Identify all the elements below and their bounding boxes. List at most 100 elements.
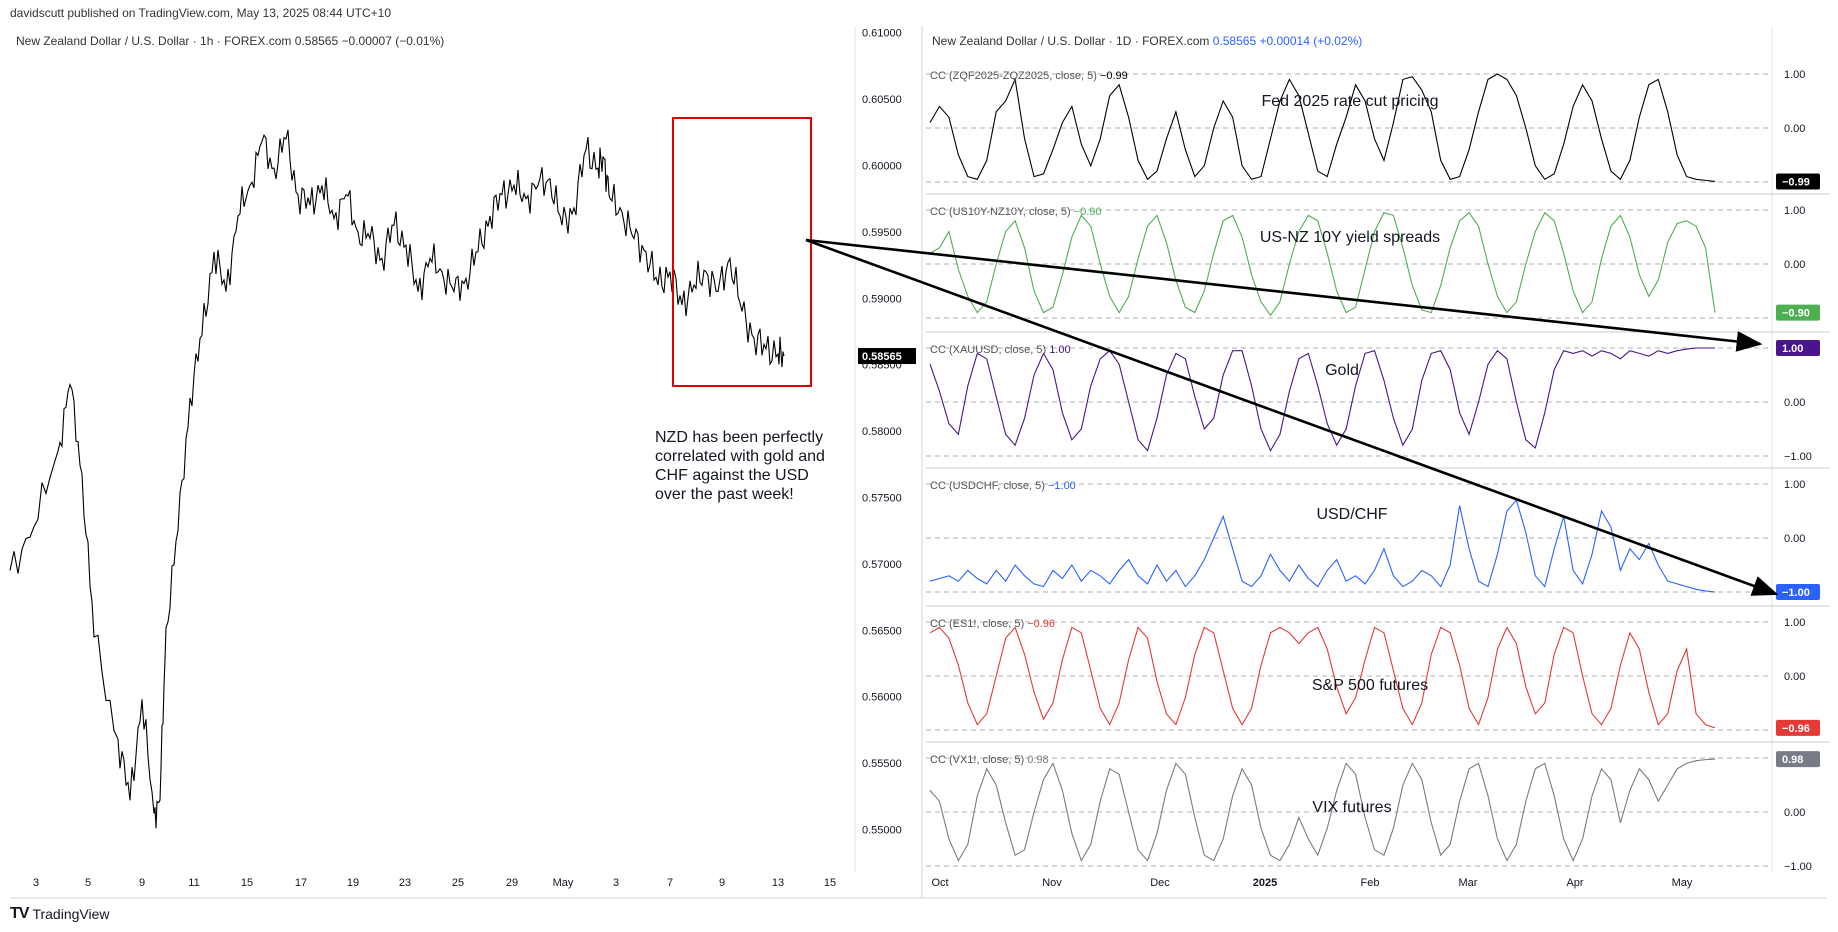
- panel-last-badge: [1776, 304, 1820, 321]
- left-y-tick-label: 0.60000: [862, 160, 902, 172]
- left-x-tick-label: 11: [188, 877, 199, 889]
- annotation-text: NZD has been perfectly correlated with g…: [655, 428, 835, 504]
- panel-indicator-title: CC (USDCHF, close, 5) −1.00: [930, 480, 1076, 492]
- left-y-tick-label: 0.61000: [862, 28, 902, 40]
- left-x-tick-label: 17: [295, 877, 307, 889]
- left-y-tick-label: 0.56000: [862, 692, 902, 704]
- publisher-line: davidscutt published on TradingView.com,…: [10, 6, 392, 20]
- left-x-tick-label: 9: [139, 877, 145, 889]
- panel-annotation-label: VIX futures: [1312, 799, 1391, 816]
- panel-indicator-title: CC (XAUUSD, close, 5) 1.00: [930, 344, 1071, 356]
- panel-indicator-value: −0.99: [1100, 70, 1128, 82]
- correlation-line: [929, 758, 1716, 862]
- correlation-line: [929, 626, 1716, 729]
- panel-indicator-title: CC (US10Y-NZ10Y, close, 5) −0.90: [930, 206, 1102, 218]
- panel-y-tick-label: 1.00: [1784, 617, 1805, 629]
- panel-indicator-title: CC (ZQF2025-ZQZ2025, close, 5) −0.99: [930, 70, 1128, 82]
- left-chart-title: New Zealand Dollar / U.S. Dollar · 1h · …: [16, 34, 444, 48]
- panel-indicator-value: 0.98: [1027, 754, 1048, 766]
- panel-last-badge: [1776, 751, 1820, 768]
- right-x-tick-label: Apr: [1566, 877, 1583, 889]
- left-symbol-title: New Zealand Dollar / U.S. Dollar · 1h · …: [16, 34, 292, 48]
- panel-last-badge: [1776, 719, 1820, 736]
- right-symbol-title: New Zealand Dollar / U.S. Dollar · 1D · …: [932, 34, 1210, 48]
- correlation-line: [929, 73, 1716, 183]
- annotation-line: correlated with gold and: [655, 448, 825, 465]
- panel-indicator-title: CC (VX1!, close, 5) 0.98: [930, 754, 1049, 766]
- arrow-to-gold: [805, 238, 1763, 352]
- left-y-tick-label: 0.57500: [862, 492, 902, 504]
- last-price-badge: [858, 348, 916, 365]
- annotation-line: over the past week!: [655, 486, 794, 503]
- panel-y-tick-label: 0.00: [1784, 259, 1805, 271]
- panel-y-tick-label: 1.00: [1784, 479, 1805, 491]
- left-y-tick-label: 0.56500: [862, 625, 902, 637]
- correlation-line: [929, 347, 1715, 452]
- panel-last-badge-label: −1.00: [1782, 587, 1810, 599]
- left-y-tick-label: 0.55500: [862, 758, 902, 770]
- right-last-price: 0.58565: [1212, 34, 1257, 48]
- left-x-tick-label: 5: [85, 877, 91, 889]
- right-x-tick-label: Nov: [1042, 877, 1062, 889]
- panel-y-tick-label: 1.00: [1784, 205, 1805, 217]
- left-x-tick-label: May: [553, 877, 574, 889]
- left-x-tick-label: 25: [452, 877, 464, 889]
- panel-last-badge: [1776, 173, 1820, 190]
- panel-annotation-label: US-NZ 10Y yield spreads: [1260, 229, 1440, 246]
- right-x-tick-label: May: [1672, 877, 1693, 889]
- brand-name: TradingView: [32, 906, 110, 922]
- panel-indicator-value: 1.00: [1049, 344, 1070, 356]
- panel-y-tick-label: −1.00: [1784, 861, 1812, 873]
- right-x-tick-label: 2025: [1253, 877, 1277, 889]
- right-x-tick-label: Feb: [1361, 877, 1380, 889]
- left-last-price: 0.58565: [294, 34, 339, 48]
- panel-indicator-value: −0.90: [1074, 206, 1102, 218]
- tradingview-logo-icon: TV: [10, 905, 29, 922]
- panel-indicator-title: CC (ES1!, close, 5) −0.96: [930, 618, 1055, 630]
- annotation-line: CHF against the USD: [655, 467, 809, 484]
- panel-last-badge: [1776, 584, 1820, 600]
- panel-last-badge-label: 0.98: [1782, 754, 1803, 766]
- arrow-to-usdchf: [805, 238, 1779, 596]
- left-y-tick-label: 0.59000: [862, 293, 902, 305]
- panel-indicator-value: −1.00: [1048, 480, 1076, 492]
- correlation-line: [929, 211, 1716, 317]
- left-x-tick-label: 15: [824, 877, 836, 889]
- left-x-tick-label: 15: [241, 877, 253, 889]
- panel-last-badge-label: −0.90: [1782, 308, 1810, 320]
- panel-y-tick-label: −1.00: [1784, 451, 1812, 463]
- left-x-tick-label: 9: [719, 877, 725, 889]
- nzdusd-1h-line: [9, 129, 785, 829]
- panel-last-badge-label: −0.96: [1782, 723, 1810, 735]
- right-x-tick-label: Dec: [1150, 877, 1170, 889]
- left-x-tick-label: 13: [772, 877, 784, 889]
- panel-last-badge: [1776, 340, 1820, 356]
- panel-indicator-value: −0.96: [1027, 618, 1055, 630]
- panel-annotation-label: Fed 2025 rate cut pricing: [1262, 93, 1439, 110]
- panel-y-tick-label: 0.00: [1784, 807, 1805, 819]
- annotation-line: NZD has been perfectly: [655, 429, 824, 446]
- right-x-tick-label: Oct: [931, 877, 948, 889]
- left-y-tick-label: 0.58000: [862, 426, 902, 438]
- panel-last-badge-label: 1.00: [1782, 343, 1803, 355]
- panel-y-tick-label: 0.00: [1784, 397, 1805, 409]
- panel-y-tick-label: 0.00: [1784, 533, 1805, 545]
- left-y-tick-label: 0.55000: [862, 825, 902, 837]
- panel-annotation-label: S&P 500 futures: [1312, 677, 1428, 694]
- tradingview-brand[interactable]: TV TradingView: [10, 905, 110, 923]
- left-x-tick-label: 3: [613, 877, 619, 889]
- panel-y-tick-label: 0.00: [1784, 123, 1805, 135]
- highlight-box: [672, 117, 812, 387]
- left-y-tick-label: 0.60500: [862, 94, 902, 106]
- correlation-line: [929, 499, 1716, 593]
- left-x-tick-label: 7: [667, 877, 673, 889]
- panel-y-tick-label: 1.00: [1784, 69, 1805, 81]
- left-y-tick-label: 0.57000: [862, 559, 902, 571]
- last-price-label: 0.58565: [862, 351, 902, 363]
- right-x-tick-label: Mar: [1459, 877, 1478, 889]
- left-x-tick-label: 19: [347, 877, 359, 889]
- left-price-change: −0.00007 (−0.01%): [341, 34, 445, 48]
- panel-last-badge-label: −0.99: [1782, 176, 1810, 188]
- right-price-change: +0.00014 (+0.02%): [1259, 34, 1363, 48]
